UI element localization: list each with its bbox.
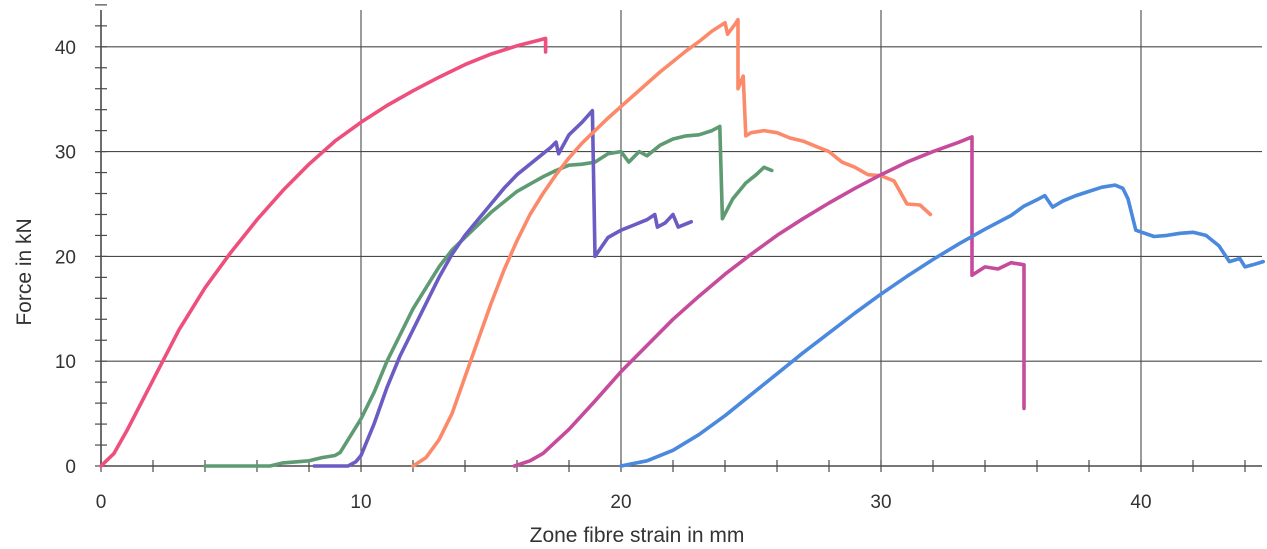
x-tick-label: 10	[350, 492, 371, 513]
x-tick-label: 30	[870, 492, 891, 513]
y-tick-label: 30	[55, 143, 76, 164]
y-tick-label: 40	[55, 38, 76, 59]
series-line-4	[411, 17, 933, 468]
y-tick-label: 20	[55, 247, 76, 268]
x-axis-title: Zone fibre strain in mm	[530, 524, 745, 547]
series-line-2	[203, 124, 774, 468]
series-line-5	[512, 135, 1026, 468]
axis-ticks	[95, 4, 1246, 472]
y-tick-label: 10	[55, 352, 76, 373]
series-line-1	[99, 36, 548, 468]
series-group	[99, 17, 1265, 468]
y-axis-title: Force in kN	[13, 218, 36, 325]
series-line-3	[312, 108, 693, 468]
series-line-6	[619, 183, 1265, 468]
x-tick-label: 20	[610, 492, 631, 513]
tick-labels: 0 10 20 30 40 0 10 20 30 40	[55, 38, 1152, 513]
x-tick-label: 40	[1130, 492, 1151, 513]
grid	[100, 10, 1262, 467]
y-tick-label: 0	[65, 457, 76, 478]
x-tick-label: 0	[96, 492, 107, 513]
